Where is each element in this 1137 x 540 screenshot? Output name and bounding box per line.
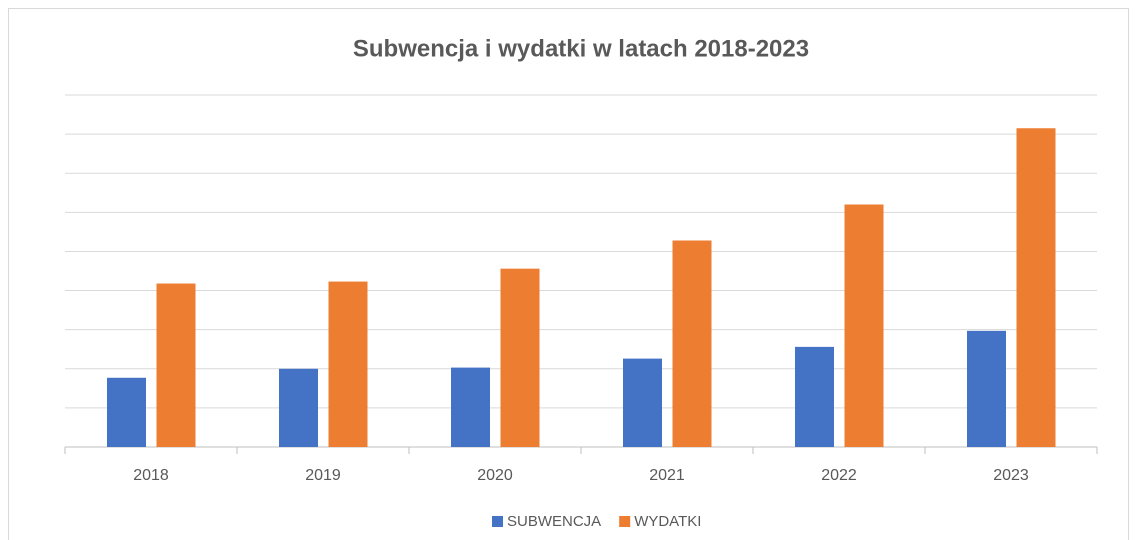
x-tick-label: 2018 [133, 467, 169, 484]
bar [795, 346, 834, 447]
bar [1016, 128, 1056, 447]
legend-swatch [492, 516, 503, 527]
x-tick-label: 2020 [477, 467, 513, 484]
bar [156, 283, 196, 447]
x-tick-label: 2021 [649, 467, 685, 484]
bar [451, 367, 490, 447]
x-tick-label: 2023 [993, 467, 1029, 484]
bar [328, 281, 368, 447]
bar [107, 377, 146, 447]
bar [500, 268, 540, 447]
bar [967, 330, 1006, 447]
bar [279, 368, 318, 447]
legend-swatch [619, 516, 631, 527]
x-tick-label: 2022 [821, 467, 857, 484]
chart-title: Subwencja i wydatki w latach 2018-2023 [353, 35, 809, 62]
bar [672, 240, 712, 447]
legend-label: WYDATKI [634, 513, 701, 530]
chart-frame [8, 8, 1129, 540]
bar [623, 358, 662, 447]
bar [844, 204, 884, 447]
legend-label: SUBWENCJA [507, 513, 601, 530]
x-tick-label: 2019 [305, 467, 341, 484]
